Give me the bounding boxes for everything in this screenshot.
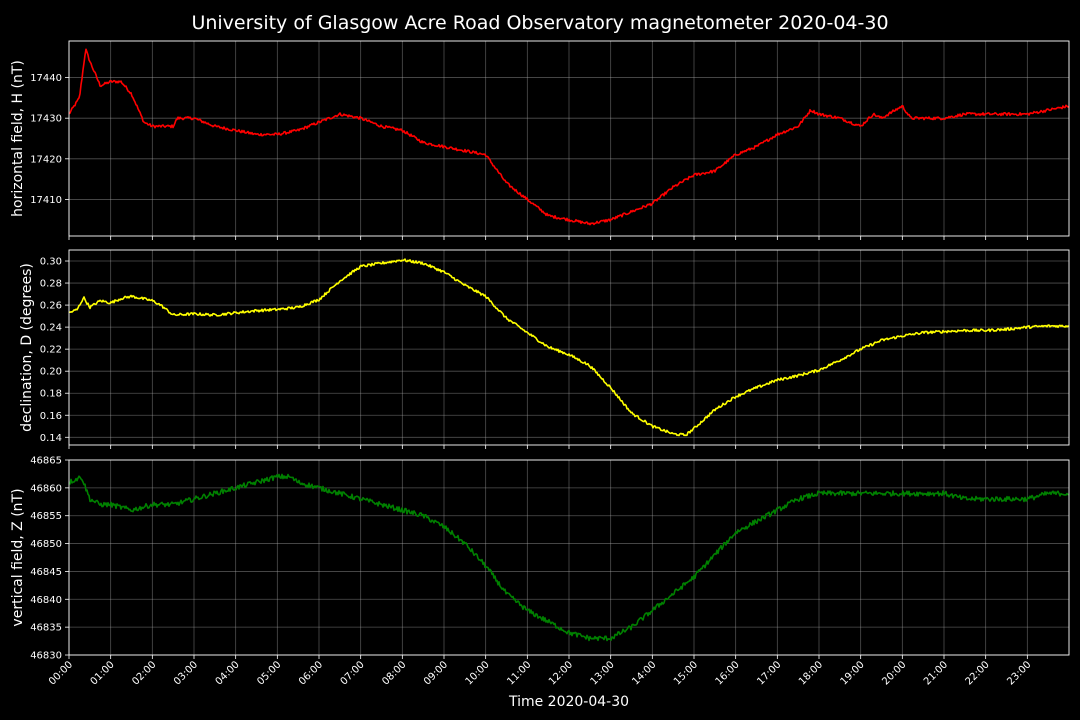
y-tick-label: 46850 <box>30 539 62 550</box>
y-tick-label: 46835 <box>30 623 62 634</box>
panel-2: 0.14 0.16 0.18 0.20 0.22 0.24 0.26 0.28 0.30 decl… <box>19 249 1070 449</box>
series-line <box>68 48 1070 226</box>
y-tick-label: 0.26 <box>40 301 62 312</box>
y-tick-label: 46865 <box>30 456 62 467</box>
y-tick-label: 17410 <box>30 195 62 206</box>
y-tick-label: 46860 <box>30 483 62 494</box>
y-tick-label: 17420 <box>30 154 62 165</box>
y-tick-label: 0.14 <box>40 433 62 444</box>
series-line <box>68 258 1070 437</box>
y-tick-label: 46845 <box>30 567 62 578</box>
panel-1: 17410 17420 17430 17440 horizontal field, H … <box>10 40 1070 240</box>
y-axis-label: vertical field, Z (nT) <box>10 488 26 626</box>
y-axis-label: horizontal field, H (nT) <box>10 60 26 217</box>
y-tick-label: 46830 <box>30 651 62 662</box>
y-tick-label: 46855 <box>30 511 62 522</box>
axes-frame <box>68 249 1070 446</box>
y-tick-label: 0.24 <box>40 323 62 334</box>
chart-title: University of Glasgow Acre Road Observat… <box>191 12 888 34</box>
y-tick-label: 0.28 <box>40 279 62 290</box>
y-tick-label: 0.30 <box>40 257 62 268</box>
axes-frame <box>68 459 1070 656</box>
x-axis-label: Time 2020-04-30 <box>508 694 629 710</box>
series-line <box>68 473 1070 642</box>
y-axis-label: declination, D (degrees) <box>19 263 35 432</box>
panel-3: 46830 46835 46840 46845 46850 46855 46860 46865… <box>10 456 1070 662</box>
y-tick-label: 46840 <box>30 595 62 606</box>
y-tick-label: 0.16 <box>40 411 62 422</box>
y-tick-label: 17440 <box>30 73 62 84</box>
y-tick-label: 0.20 <box>40 367 62 378</box>
y-tick-label: 17430 <box>30 114 62 125</box>
y-tick-label: 0.22 <box>40 345 62 356</box>
y-tick-label: 0.18 <box>40 389 62 400</box>
axes-frame <box>68 40 1070 237</box>
